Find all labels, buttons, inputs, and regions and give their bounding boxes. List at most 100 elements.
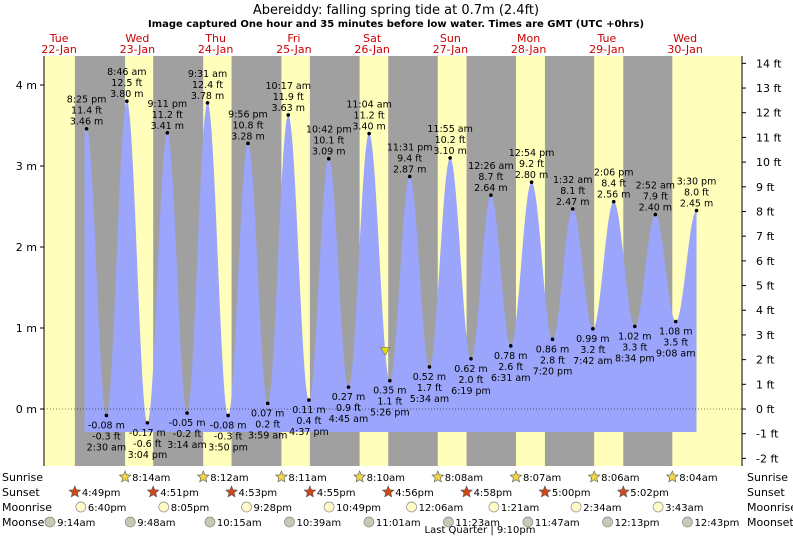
day-date: 22-Jan [41,43,77,56]
tide-point [165,130,170,135]
moonset-icon [284,516,295,528]
tide-point [84,126,89,131]
moonset-icon [204,516,216,528]
tide-height-m: 0.52 m [413,372,446,383]
sunset-icon [303,485,317,498]
row-label-right: Moonrise [747,501,793,514]
tide-height-ft: -0.2 ft [173,429,202,440]
tide-height-m: 3.63 m [272,103,305,114]
moonset-time: 11:47am [535,518,580,529]
sunrise-icon [665,470,679,483]
tide-height-ft: 9.4 ft [397,154,422,165]
moon-phase: Last Quarter | 9:10pm [425,525,536,536]
y-right-tick-label: 14 ft [756,57,782,70]
sunset-icon [68,485,82,498]
row-label-left: Sunrise [2,471,43,484]
day-labels: Tue22-JanWed23-JanThu24-JanFri25-JanSat2… [41,32,703,56]
moonset-icon [124,516,136,528]
moonrise-time: 10:49pm [336,503,381,514]
day-name: Tue [49,32,69,45]
tide-height-m: 2.47 m [556,197,589,208]
moonrise-time: 2:34am [583,503,621,514]
tide-height-m: 2.87 m [393,165,426,176]
tide-time: 11:55 am [427,124,472,135]
tide-time: 8:34 pm [615,353,655,364]
tide-point [125,99,129,103]
y-right-tick-label: 13 ft [756,82,782,95]
tide-height-m: 1.08 m [659,327,692,338]
moonset-time: 11:23am [455,518,500,529]
tide-point [388,378,392,383]
tide-height-ft: 11.2 ft [152,110,183,121]
tide-height-ft: -0.3 ft [214,431,243,442]
tide-height-ft: -0.6 ft [133,439,162,450]
tide-height-ft: -0.3 ft [92,431,121,442]
tide-time: 10:17 am [266,81,311,92]
tide-height-m: 0.62 m [454,364,487,375]
tide-point [570,207,575,211]
tide-height-ft: 0.9 ft [336,403,361,414]
sunset-icon [616,485,630,498]
tide-time: 3:59 am [248,430,287,441]
sunset-time: 4:51pm [160,488,199,499]
tide-height-ft: 12.5 ft [111,78,142,89]
row-label-left: Sunset [2,486,40,499]
moonset-icon [44,516,56,528]
day-date: 23-Jan [120,43,156,56]
tide-height-ft: 8.7 ft [478,172,503,183]
tide-height-ft: 3.2 ft [580,345,605,356]
y-tick-label: 0 m [16,403,37,416]
tide-curve [84,101,697,432]
sunrise-icon [274,470,288,483]
sunrise-time: 8:07am [523,473,561,484]
y-tick-label: 2 m [16,241,37,254]
y-tick-label: 4 m [16,79,37,92]
moonset-icon [682,516,693,528]
tide-point [104,413,109,418]
day-name: Wed [125,32,149,45]
chart-title: Abereiddy: falling spring tide at 0.7m (… [253,3,539,18]
tide-time: 9:08 am [656,349,695,360]
y-right-tick-label: 7 ft [756,230,775,243]
tide-point [367,131,371,136]
tide-height-ft: 2.8 ft [540,355,565,366]
tide-time: 10:42 pm [306,125,352,136]
sunrise-time: 8:04am [679,473,717,484]
sunset-time: 4:53pm [239,488,278,499]
tide-height-m: 3.09 m [312,147,345,158]
sunrise-time: 8:08am [445,473,483,484]
tide-time: 4:45 am [329,414,368,425]
sunset-icon [146,485,160,498]
tide-time: 8:46 am [107,67,146,78]
tide-height-m: -0.08 m [210,420,247,431]
moonrise-icon [75,501,87,513]
tide-height-ft: 11.4 ft [71,106,102,117]
tide-time: 4:37 pm [289,427,329,438]
tide-point [633,324,637,329]
tide-point [407,174,412,179]
tide-time: 9:31 am [188,69,227,80]
sunrise-time: 8:10am [367,473,405,484]
sunset-time: 4:58pm [474,488,513,499]
y-right-tick-label: 11 ft [756,131,782,144]
moonrise-icon [158,501,170,513]
tide-point [489,193,493,197]
tide-point [673,319,678,324]
tide-height-m: 0.07 m [251,408,284,419]
sun-moon-rows: Sunrise Sunrise Sunset Sunset Moonrise Moonri… [2,470,793,529]
sunrise-time: 8:11am [288,473,326,484]
tide-height-m: -0.05 m [169,418,206,429]
tide-point [185,411,189,415]
tide-time: 12:26 am [468,161,513,172]
tide-height-m: 2.64 m [474,183,507,194]
moonset-time: 10:39am [296,518,341,529]
moonset-time: 12:13pm [615,518,660,529]
tide-point [653,212,658,217]
tide-point [529,180,534,184]
tide-height-m: 1.02 m [618,331,651,342]
tide-time: 5:26 pm [370,408,410,419]
row-label-left: Moonrise [2,501,52,514]
day-date: 26-Jan [354,43,390,56]
tide-height-m: 2.56 m [597,190,630,201]
